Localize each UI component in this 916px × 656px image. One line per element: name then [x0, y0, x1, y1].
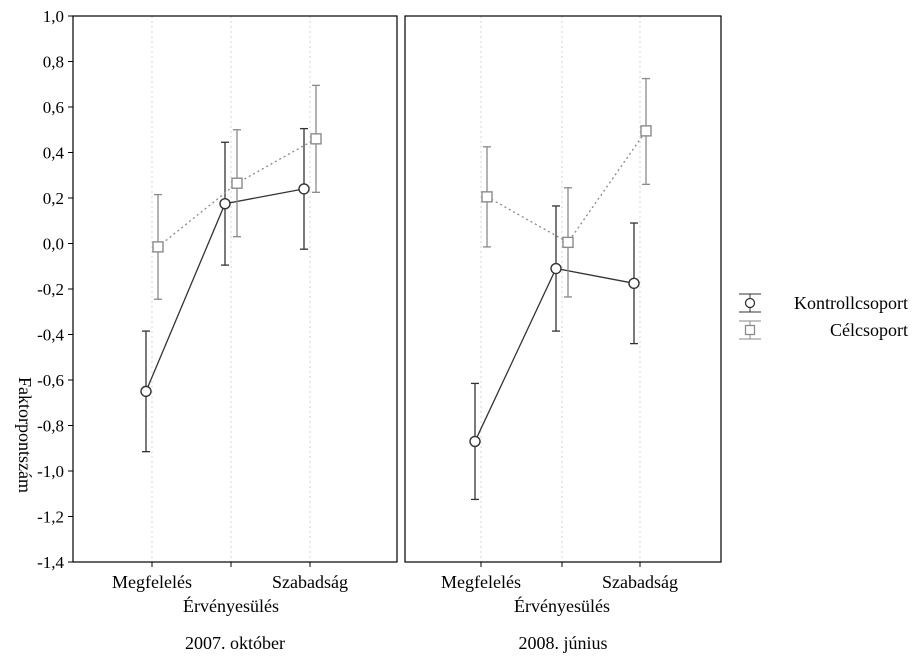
y-tick-label: 0,2: [43, 189, 64, 208]
grid-layer: [151, 16, 641, 562]
x-tick-label: Szabadság: [602, 572, 678, 592]
data-point: [628, 277, 640, 290]
y-tick-label: -1,2: [37, 508, 64, 527]
x-tick-label: Szabadság: [272, 572, 348, 592]
y-tick-label: -0,8: [37, 417, 64, 436]
legend-marker: [744, 297, 756, 309]
data-point: [481, 191, 493, 203]
data-point: [640, 125, 652, 137]
series-line: [474, 267, 635, 442]
axis-layer: 1,0 0,8 0,6 0,4 0,2 0,0 -0,2 -0,4 -0,6 -0,8 -1,0 -1…: [37, 7, 678, 653]
y-tick-label: 0,6: [43, 98, 64, 117]
panel-title: 2007. október: [185, 633, 285, 653]
legend-marker: [744, 324, 756, 336]
y-tick-label: -0,4: [37, 326, 64, 345]
data-point: [219, 197, 231, 210]
y-axis-label: Faktorpontszám: [15, 377, 35, 493]
data-point: [152, 241, 164, 253]
y-tick-label: 0,0: [43, 235, 64, 254]
legend: Kontrollcsoport Célcsoport: [739, 293, 908, 340]
y-tick-label: 0,4: [43, 144, 65, 163]
y-tick-label: -0,6: [37, 371, 64, 390]
y-tick-label: 1,0: [43, 7, 64, 26]
data-point: [550, 262, 562, 275]
legend-label: Kontrollcsoport: [794, 293, 908, 313]
data-point: [562, 236, 574, 249]
data-point: [469, 435, 481, 448]
x-tick-label: Megfelelés: [441, 572, 521, 592]
panel-frame: [404, 15, 722, 563]
x-tick-label: Érvényesülés: [514, 595, 610, 616]
data-point: [298, 183, 310, 195]
frame-layer: [72, 15, 722, 563]
data-point: [231, 177, 243, 189]
y-tick-label: 0,8: [43, 53, 64, 72]
series-line: [486, 130, 647, 244]
series-layer: [140, 77, 652, 501]
panel-title: 2008. június: [518, 633, 607, 653]
panel-frame: [72, 15, 398, 563]
data-point: [140, 385, 152, 398]
y-tick-label: -1,0: [37, 462, 64, 481]
y-tick-label: -1,4: [37, 553, 64, 572]
data-point: [310, 133, 322, 145]
x-tick-label: Megfelelés: [112, 572, 192, 592]
y-tick-label: -0,2: [37, 280, 64, 299]
legend-label: Célcsoport: [830, 320, 908, 340]
x-tick-label: Érvényesülés: [183, 595, 279, 616]
